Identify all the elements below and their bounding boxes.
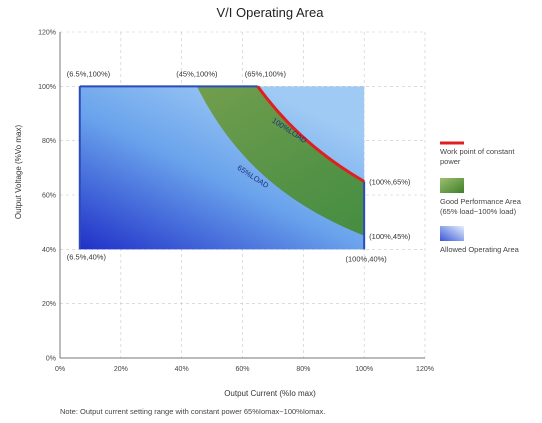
legend-label: Work point of constant: [440, 147, 515, 156]
x-tick-label: 100%: [355, 366, 373, 373]
legend-label: Allowed Operating Area: [440, 245, 520, 254]
point-annotation: (100%,45%): [369, 232, 411, 241]
y-tick-label: 20%: [42, 301, 56, 308]
y-tick-label: 100%: [38, 84, 56, 91]
point-annotations: (6.5%,100%) (45%,100%) (65%,100%) (100%,65%…: [67, 69, 411, 263]
good-performance-area: [196, 86, 365, 250]
y-tick-label: 60%: [42, 193, 56, 200]
y-tick-label: 40%: [42, 247, 56, 254]
y-axis-label: Output Voltage (%Vo max): [14, 125, 23, 220]
legend-swatch-allowed-area: [440, 226, 464, 241]
legend-label: (65% load~100% load): [440, 207, 517, 216]
x-tick-label: 80%: [296, 366, 310, 373]
legend-swatch-good-performance: [440, 178, 464, 193]
x-tick-label: 120%: [416, 366, 434, 373]
point-annotation: (100%,65%): [369, 177, 411, 186]
point-annotation: (100%,40%): [346, 254, 388, 263]
note: Note: Output current setting range with …: [60, 407, 325, 416]
y-tick-label: 120%: [38, 30, 56, 37]
x-axis-label: Output Current (%Io max): [224, 389, 316, 398]
y-tick-label: 0%: [46, 356, 56, 363]
x-tick-label: 40%: [175, 366, 189, 373]
chart-title: V/I Operating Area: [217, 5, 325, 20]
point-annotation: (6.5%,40%): [67, 252, 107, 261]
point-annotation: (45%,100%): [176, 69, 218, 78]
x-tick-label: 60%: [235, 366, 249, 373]
point-annotation: (6.5%,100%): [67, 69, 111, 78]
y-tick-label: 80%: [42, 138, 56, 145]
constant-power-curve: [256, 85, 365, 183]
legend-label: Good Performance Area: [440, 197, 522, 206]
x-tick-label: 20%: [114, 366, 128, 373]
axes: [59, 32, 425, 359]
tick-labels: 0% 20% 40% 60% 80% 100% 120% 0% 20% 40% 60% 80% 100%…: [38, 30, 434, 374]
legend-label: power: [440, 157, 461, 166]
point-annotation: (65%,100%): [245, 69, 287, 78]
x-tick-label: 0%: [55, 366, 65, 373]
